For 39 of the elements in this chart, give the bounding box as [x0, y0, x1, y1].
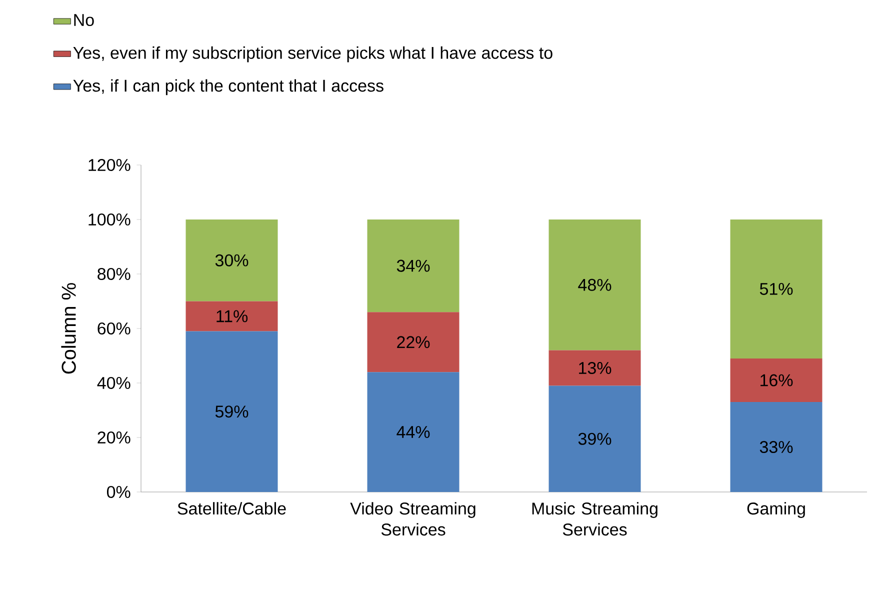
bar [186, 219, 278, 302]
data-label: 44% [396, 426, 430, 438]
y-tick-label: 40% [97, 376, 130, 390]
bar [730, 219, 822, 358]
data-label: 16% [760, 374, 793, 386]
bar [367, 372, 460, 492]
bar [548, 386, 641, 492]
y-tick-label: 0% [106, 486, 130, 498]
x-tick-label: Music Streaming Services [532, 502, 658, 536]
legend-label: No [74, 14, 94, 26]
x-tick-label: Video Streaming Services [350, 502, 476, 536]
y-tick-label: 100% [88, 213, 130, 226]
bar [730, 358, 822, 402]
bar [367, 219, 460, 312]
legend-label: Yes, even if my subscription service picks what I have access to [73, 46, 552, 62]
x-tick-label: Satellite/Cable [178, 502, 286, 515]
x-tick-label: Gaming [747, 502, 805, 518]
data-label: 39% [578, 432, 612, 445]
data-label: 48% [578, 278, 612, 291]
y-axis-title: Column % [61, 283, 76, 374]
legend-label: Yes, if I can pick the content that I access [73, 79, 384, 96]
bar [730, 402, 822, 492]
data-label: 13% [579, 362, 612, 374]
bar [548, 219, 641, 350]
y-tick-label: 20% [98, 431, 130, 444]
bar [367, 312, 460, 372]
data-label: 59% [215, 406, 248, 418]
y-tick-label: 60% [98, 322, 130, 335]
bar [186, 301, 278, 332]
data-label: 11% [216, 310, 248, 322]
bar [548, 350, 641, 386]
data-label: 22% [397, 336, 430, 348]
data-label: 34% [396, 260, 430, 272]
y-tick-label: 120% [88, 158, 130, 172]
data-label: 33% [760, 441, 793, 454]
data-label: 30% [215, 254, 248, 266]
bar [186, 331, 278, 492]
y-tick-label: 80% [98, 268, 130, 280]
data-label: 51% [760, 282, 793, 295]
